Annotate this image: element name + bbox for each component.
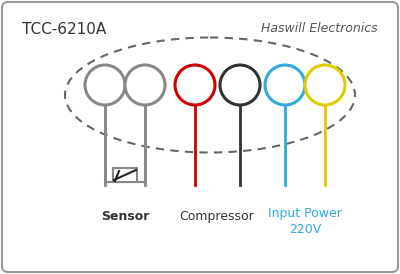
Text: Sensor: Sensor	[101, 210, 149, 223]
Text: TCC-6210A: TCC-6210A	[22, 22, 106, 37]
Circle shape	[265, 65, 305, 105]
Circle shape	[85, 65, 125, 105]
Circle shape	[175, 65, 215, 105]
FancyBboxPatch shape	[2, 2, 398, 272]
Text: Input Power
220V: Input Power 220V	[268, 207, 342, 236]
Circle shape	[125, 65, 165, 105]
Circle shape	[305, 65, 345, 105]
Bar	[113, 168, 137, 182]
Text: Haswill Electronics: Haswill Electronics	[261, 22, 378, 35]
Circle shape	[220, 65, 260, 105]
Text: Compressor: Compressor	[180, 210, 254, 223]
